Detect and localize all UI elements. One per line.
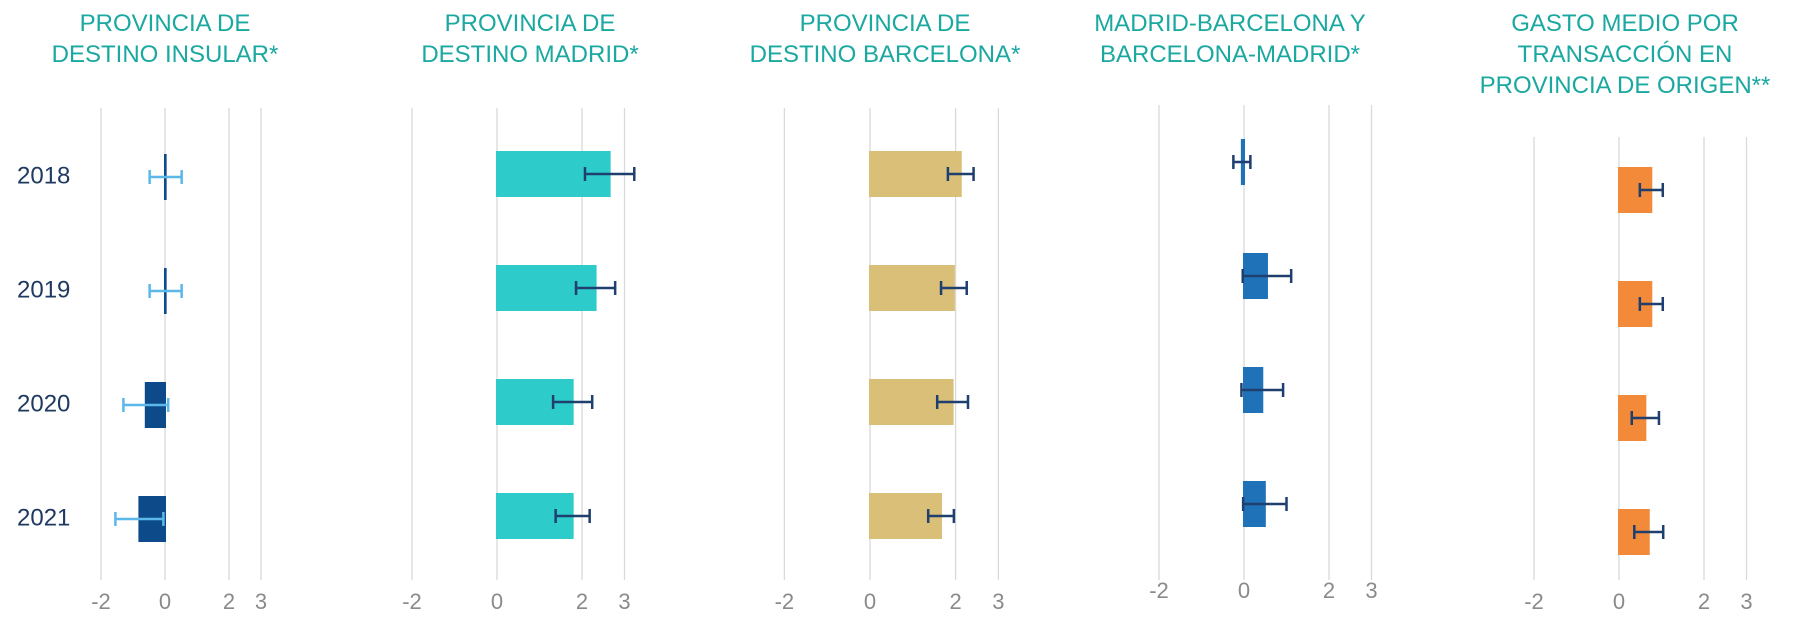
error-bar: [935, 395, 970, 409]
x-tick-label: 3: [1740, 589, 1752, 614]
category-label: 2020: [17, 390, 70, 417]
error-bar: [926, 509, 956, 523]
category-label: 2018: [17, 162, 70, 189]
error-bar: [1630, 411, 1661, 425]
panel-title: PROVINCIA DE DESTINO INSULAR*: [51, 10, 279, 68]
x-tick-label: 2: [949, 589, 961, 614]
x-tick-label: 3: [992, 589, 1004, 614]
x-tick-label: 3: [618, 589, 630, 614]
error-bar: [1638, 297, 1665, 311]
error-bar: [946, 167, 975, 181]
x-tick-label: -2: [1149, 578, 1169, 603]
category-label: 2021: [17, 504, 70, 531]
error-bar: [939, 281, 968, 295]
error-bar: [148, 170, 183, 184]
bar: [869, 151, 962, 197]
x-tick-label: 2: [576, 589, 588, 614]
error-bar: [574, 281, 617, 295]
panel-title: PROVINCIA DE DESTINO MADRID*: [421, 10, 639, 68]
error-bar: [1633, 525, 1665, 539]
error-bar: [148, 284, 183, 298]
error-bar: [122, 398, 170, 412]
error-bar: [1241, 269, 1293, 283]
x-tick-label: 2: [1323, 578, 1335, 603]
x-tick-label: 0: [1238, 578, 1250, 603]
x-tick-label: 0: [1613, 589, 1625, 614]
error-bar: [551, 395, 594, 409]
error-bar: [1232, 155, 1252, 169]
x-tick-label: 2: [223, 589, 235, 614]
panel-title: PROVINCIA DE DESTINO BARCELONA*: [749, 10, 1021, 68]
error-bar: [1638, 183, 1665, 197]
x-tick-label: 3: [1365, 578, 1377, 603]
error-bar: [1240, 383, 1285, 397]
error-bar: [114, 512, 165, 526]
x-tick-label: 0: [491, 589, 503, 614]
x-tick-label: -2: [1524, 589, 1544, 614]
x-tick-label: 3: [255, 589, 267, 614]
panel-title: GASTO MEDIO POR TRANSACCIÓN EN PROVINCIA…: [1479, 10, 1771, 99]
x-tick-label: -2: [775, 589, 795, 614]
category-label: 2019: [17, 276, 70, 303]
error-bar: [1241, 497, 1288, 511]
panel-title: MADRID-BARCELONA Y BARCELONA-MADRID*: [1094, 10, 1366, 68]
error-bar: [554, 509, 591, 523]
x-tick-label: -2: [91, 589, 111, 614]
x-tick-label: 0: [864, 589, 876, 614]
x-tick-label: 2: [1698, 589, 1710, 614]
x-tick-label: 0: [159, 589, 171, 614]
error-bar: [583, 167, 636, 181]
x-tick-label: -2: [402, 589, 422, 614]
